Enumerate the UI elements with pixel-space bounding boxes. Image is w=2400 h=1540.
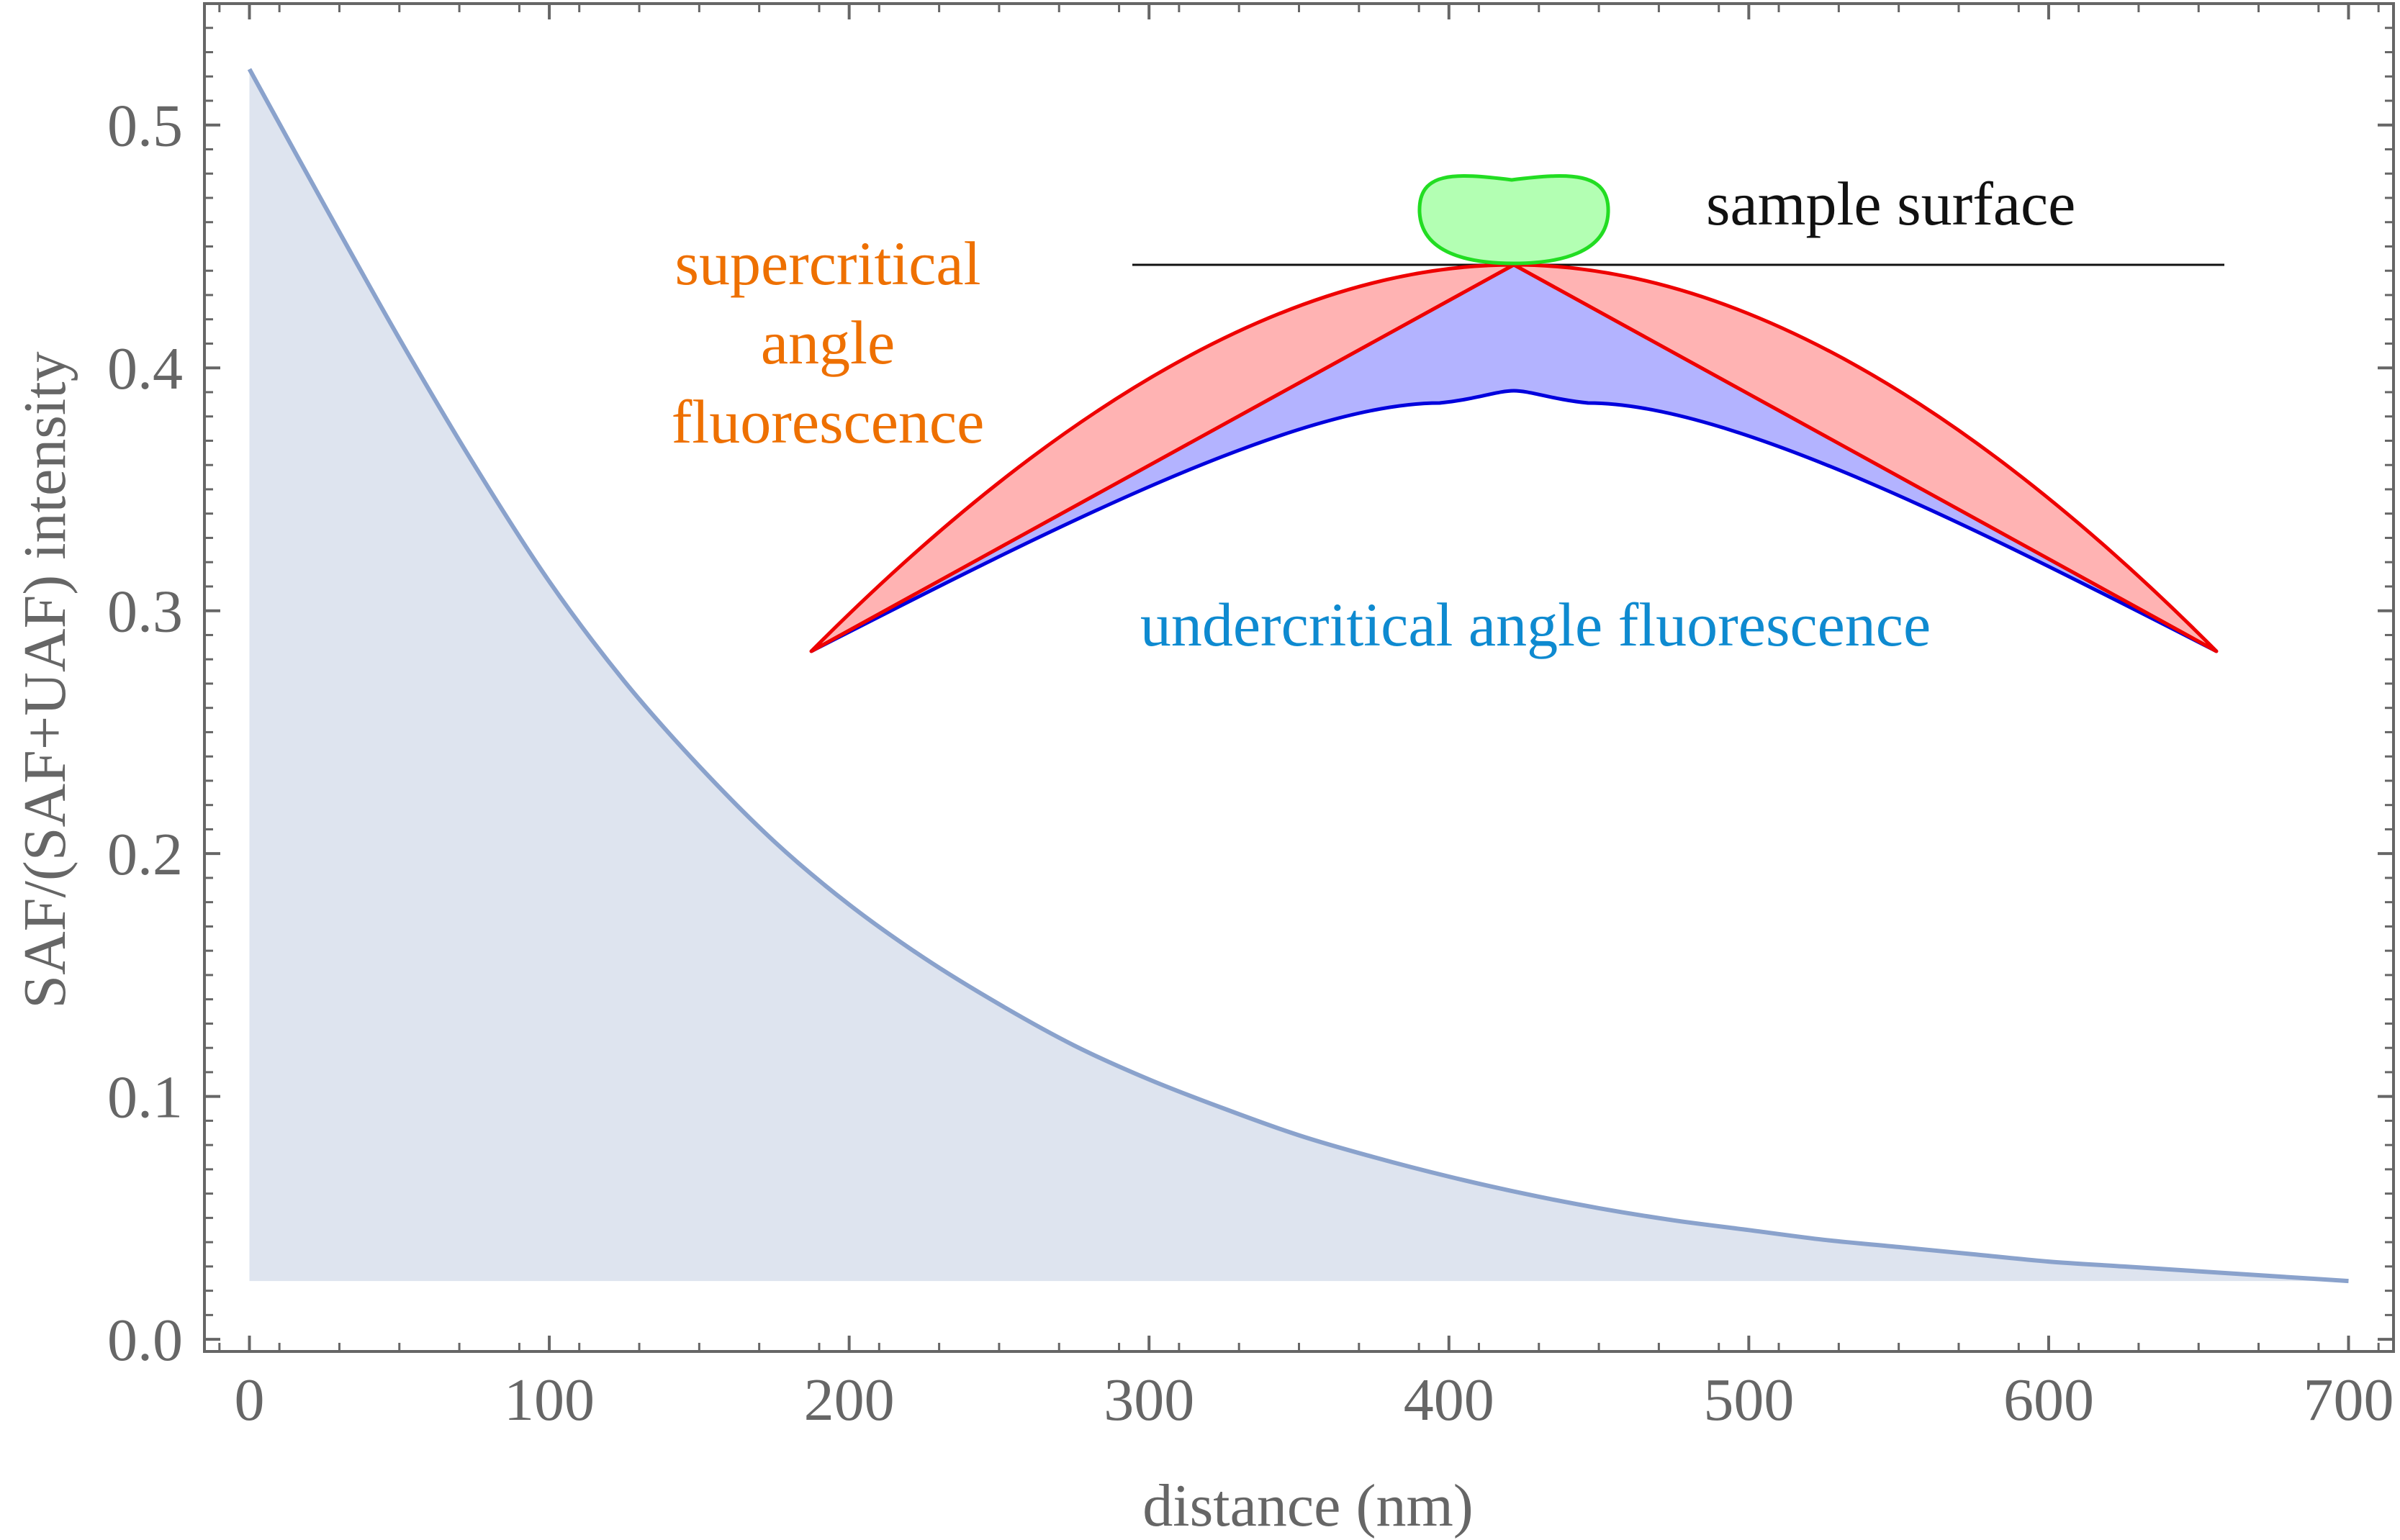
series-line [247,68,2349,1284]
y-tick-label: 0.2 [107,821,183,888]
supercritical-label-line2: angle [761,308,895,377]
plot-frame [203,2,2395,1353]
x-tick-label: 400 [1404,1367,1494,1433]
supercritical-label-line3: fluorescence [672,387,985,456]
area-fill [249,69,2349,1282]
tick-labels-layer: 0 100 200 300 400 500 600 700 0.0 0.1 0.2 0.3 0.4 0.5 [107,93,2394,1433]
x-axis-title: distance (nm) [1142,1472,1474,1539]
y-tick-label: 0.3 [107,579,183,646]
undercritical-lobe [811,265,2216,651]
x-tick-label: 0 [234,1367,264,1433]
y-tick-label: 0.4 [107,335,183,402]
sample-droplet [1417,174,1610,266]
x-tick-label: 200 [804,1367,895,1433]
x-tick-label: 500 [1703,1367,1794,1433]
x-tick-label: 100 [504,1367,595,1433]
y-tick-label: 0.1 [107,1064,183,1131]
undercritical-label: undercritical angle fluorescence [1140,590,1931,659]
x-tick-label: 700 [2304,1367,2394,1433]
critical-angle-ray-right [1512,263,2218,653]
y-tick-label: 0.5 [107,93,183,160]
x-tick-label: 600 [2003,1367,2094,1433]
area-layer [247,68,2349,1284]
undercritical-lobe-outline [810,389,2218,653]
y-tick-label: 0.0 [107,1307,183,1374]
sample-surface-label: sample surface [1706,169,2075,238]
x-tick-label: 300 [1104,1367,1194,1433]
emission-diagram: sample surface supercritical angle fluor… [672,169,2224,659]
supercritical-label-line1: supercritical [675,229,980,298]
y-axis-title: SAF/(SAF+UAF) intensity [12,351,78,1008]
critical-angle-ray-left [810,263,1515,653]
